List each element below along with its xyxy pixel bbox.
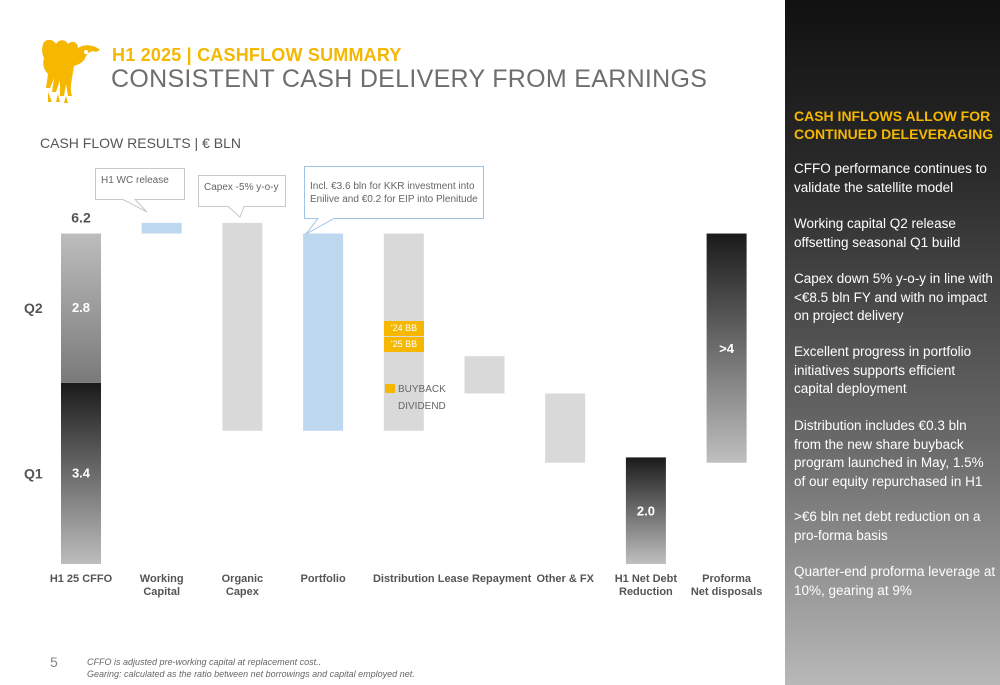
bar-h1-25-cffo-q2: [61, 233, 101, 383]
footnote-cffo: CFFO is adjusted pre-working capital at …: [87, 657, 322, 667]
category-label: Capital: [143, 586, 180, 598]
bar-label-q2: 2.8: [72, 300, 90, 315]
sidebar-point: >€6 bln net debt reduction on a pro-form…: [794, 509, 981, 543]
bar-working-capital: [141, 222, 182, 234]
bar-lease-repayment: [464, 356, 505, 394]
category-label: Lease Repayment: [438, 573, 532, 585]
buyback-2025-box: '25 BB: [384, 337, 424, 352]
sidebar-point: Working capital Q2 release offsetting se…: [794, 216, 961, 250]
legend-buyback-swatch: [385, 384, 395, 393]
category-label: Other & FX: [536, 573, 594, 585]
category-label: Working: [140, 573, 184, 585]
slide-headline: CONSISTENT CASH DELIVERY FROM EARNINGS: [111, 65, 708, 93]
legend-buyback-label: BUYBACK: [398, 384, 446, 395]
sidebar-point: Capex down 5% y-o-y in line with <€8.5 b…: [794, 271, 993, 323]
callout-working-capital: [95, 168, 185, 213]
category-label: Reduction: [619, 586, 673, 598]
bar-portfolio: [303, 233, 344, 431]
quarter-label-q1: Q1: [24, 465, 43, 481]
category-label: Portfolio: [300, 573, 345, 585]
legend-dividend-swatch: [385, 401, 395, 410]
bar-total-label: 6.2: [71, 210, 91, 226]
legend-buyback: BUYBACK: [385, 384, 446, 395]
sidebar-point: Distribution includes €0.3 bln from the …: [794, 418, 984, 489]
category-label: H1 Net Debt: [615, 573, 678, 585]
callout-portfolio-text: Incl. €3.6 bln for KKR investment into E…: [310, 181, 478, 205]
page-number: 5: [50, 654, 58, 670]
bar-label-proforma-net-disposals: >4: [719, 341, 735, 356]
legend-dividend-label: DIVIDEND: [398, 401, 446, 412]
sidebar-point: Excellent progress in portfolio initiati…: [794, 344, 972, 396]
bar-label-q1: 3.4: [72, 465, 91, 480]
category-label: H1 25 CFFO: [50, 573, 113, 585]
bar-h1-net-debt-reduction: [625, 457, 666, 564]
callout-capex: [198, 175, 286, 218]
quarter-label-q2: Q2: [24, 300, 43, 316]
footnote-gearing: Gearing: calculated as the ratio between…: [87, 669, 415, 679]
category-label: Capex: [226, 586, 260, 598]
bar-other-fx: [545, 393, 586, 463]
category-label: Proforma: [702, 573, 752, 585]
callout-capex-text: Capex -5% y-o-y: [204, 182, 279, 193]
category-label: Net disposals: [691, 586, 763, 598]
sidebar-panel: CASH INFLOWS ALLOW FOR CONTINUED DELEVER…: [785, 0, 1000, 685]
bar-h1-25-cffo-q1: [61, 382, 101, 564]
legend-dividend: DIVIDEND: [385, 401, 446, 412]
callout-portfolio: [304, 166, 484, 235]
category-label: Organic: [222, 573, 264, 585]
slide-kicker: H1 2025 | CASHFLOW SUMMARY: [112, 45, 402, 65]
six-legged-dog-logo: [42, 39, 100, 103]
chart-title: CASH FLOW RESULTS | € BLN: [40, 135, 241, 151]
bar-label-h1-net-debt-reduction: 2.0: [637, 504, 655, 519]
callout-working-capital-text: H1 WC release: [101, 175, 169, 186]
sidebar-point: Quarter-end proforma leverage at 10%, ge…: [794, 564, 996, 598]
sidebar-point: CFFO performance continues to validate t…: [794, 161, 987, 195]
sidebar-heading: CASH INFLOWS ALLOW FOR CONTINUED DELEVER…: [794, 108, 994, 142]
category-label: Distribution: [373, 573, 435, 585]
bar-organic-capex: [222, 222, 263, 431]
buyback-2024-box: '24 BB: [384, 321, 424, 336]
bar-proforma-net-disposals: [706, 233, 747, 463]
